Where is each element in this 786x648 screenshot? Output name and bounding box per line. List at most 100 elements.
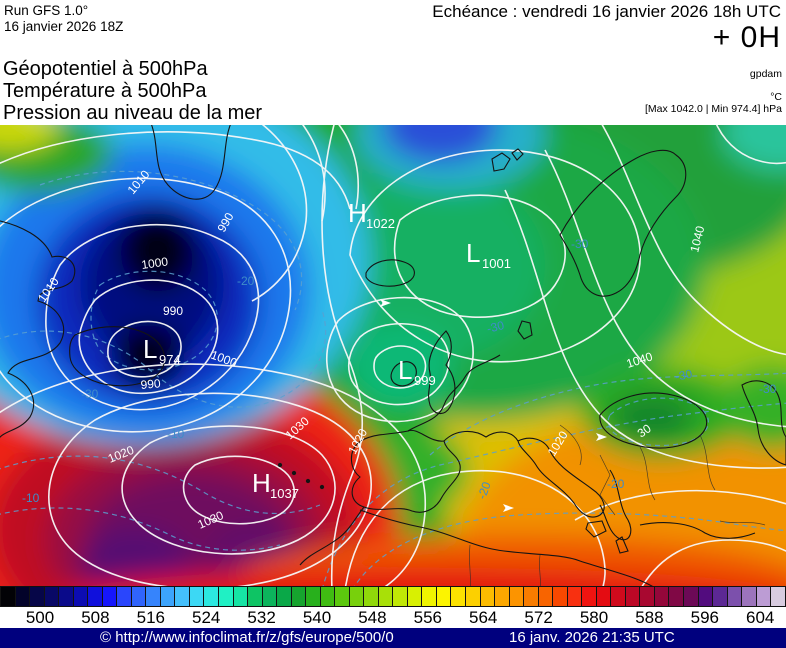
temp-label: -30: [81, 387, 99, 401]
isobar-label: 1000: [140, 254, 169, 272]
colorbar-cell: [654, 587, 670, 606]
colorbar-cell: [495, 587, 510, 606]
unit-temperature: °C: [770, 91, 782, 103]
colorbar-cell: [306, 587, 321, 606]
colorbar-cell: [349, 587, 365, 606]
temp-label: -20: [475, 480, 494, 501]
lead-time: + 0H: [712, 21, 781, 54]
colorbar-labels: 500 508 516 524 532 540 548 556 564 572 580 588 596 6…: [0, 607, 786, 628]
colorbar-cell: [378, 587, 394, 606]
unit-geopotential: gpdam: [749, 68, 782, 80]
temp-label: -30: [571, 237, 589, 251]
param-temperature: Température à 500hPa: [3, 80, 207, 102]
colorbar-cell: [204, 587, 219, 606]
colorbar-cell: [567, 587, 583, 606]
colorbar-cell: [131, 587, 147, 606]
colorbar-value: 596: [690, 608, 719, 627]
pressure-centers: H 1022 L 1001 L 999 H 1037 L 974: [143, 198, 511, 501]
colorbar-cell: [146, 587, 161, 606]
colorbar-cell: [640, 587, 655, 606]
colorbar-cell: [248, 587, 263, 606]
high-center-value: 1022: [366, 216, 395, 231]
colorbar-cell: [742, 587, 757, 606]
colorbar-cell: [538, 587, 554, 606]
colorbar-cell: [59, 587, 74, 606]
colorbar-value: 516: [136, 608, 165, 627]
colorbar-value: 572: [524, 608, 553, 627]
run-model: Run GFS 1.0°: [4, 3, 89, 18]
low-center-value: 1001: [482, 256, 511, 271]
low-center-value: 974: [159, 352, 181, 367]
colorbar-cell: [713, 587, 728, 606]
colorbar-cell: [320, 587, 336, 606]
low-center-value: 999: [414, 373, 436, 388]
colorbar-cell: [364, 587, 379, 606]
low-center-letter: L: [143, 334, 157, 364]
colorbar-cell: [0, 587, 16, 606]
map-area: 1010 990 1000 1010 990 990 1000 1030 102…: [0, 125, 786, 586]
colorbar-cell: [233, 587, 249, 606]
colorbar-value: 540: [302, 608, 332, 627]
colorbar-value: 548: [358, 608, 387, 627]
isobar-contours: [0, 125, 786, 586]
weather-map-svg: 1010 990 1000 1010 990 990 1000 1030 102…: [0, 125, 786, 586]
colorbar-value: 580: [579, 608, 609, 627]
isobar-label: 990: [163, 304, 183, 318]
colorbar-cell: [698, 587, 714, 606]
coastlines: [0, 125, 786, 586]
run-date: 16 janvier 2026 18Z: [4, 19, 124, 34]
colorbar-cell: [44, 587, 60, 606]
colorbar-cell: [291, 587, 307, 606]
colorbar-cell: [524, 587, 539, 606]
colorbar-cell: [582, 587, 597, 606]
colorbar-value: 604: [746, 608, 775, 627]
colorbar-cell: [160, 587, 176, 606]
colorbar-cell: [277, 587, 292, 606]
param-geopotential: Géopotentiel à 500hPa: [3, 58, 208, 80]
temp-label: -10: [167, 427, 185, 441]
colorbar-cell: [683, 587, 699, 606]
temp-label: -30: [759, 382, 777, 396]
colorbar-cell: [117, 587, 132, 606]
colorbar-cell: [262, 587, 278, 606]
colorbar-cell: [451, 587, 466, 606]
colorbar-cells: [0, 586, 786, 607]
colorbar-cell: [771, 587, 786, 606]
colorbar-cell: [407, 587, 423, 606]
colorbar-cell: [393, 587, 408, 606]
footer-bar: © http://www.infoclimat.fr/z/gfs/europe/…: [0, 628, 786, 648]
temp-label: -20: [237, 274, 255, 288]
colorbar-cell: [88, 587, 103, 606]
colorbar-cell: [189, 587, 205, 606]
copyright-url: © http://www.infoclimat.fr/z/gfs/europe/…: [100, 629, 394, 646]
colorbar-cell: [480, 587, 496, 606]
high-center-letter: H: [252, 468, 271, 498]
colorbar-value: 588: [635, 608, 664, 627]
country-borders: [469, 424, 766, 586]
colorbar-cell: [422, 587, 437, 606]
colorbar-value: 524: [192, 608, 221, 627]
colorbar-value: 564: [469, 608, 498, 627]
temp-label: -10: [22, 491, 40, 505]
colorbar-cell: [727, 587, 743, 606]
colorbar-cell: [596, 587, 612, 606]
colorbar-value: 500: [25, 608, 55, 627]
colorbar-cell: [15, 587, 31, 606]
colorbar-cell: [175, 587, 190, 606]
colorbar-value: 508: [81, 608, 110, 627]
colorbar-cell: [756, 587, 772, 606]
colorbar-value: 556: [413, 608, 442, 627]
colorbar-cell: [102, 587, 118, 606]
header: Run GFS 1.0° 16 janvier 2026 18Z Echéanc…: [0, 0, 786, 125]
colorbar-cell: [436, 587, 452, 606]
pressure-range: [Max 1042.0 | Min 974.4] hPa: [645, 103, 782, 115]
temperature-labels: -20 -30 -30 -30 -30 -30 -20 -20 -10 -10: [22, 237, 777, 505]
low-center-letter: L: [398, 355, 412, 385]
isobar-label: 1040: [687, 224, 707, 254]
parameter-list: Géopotentiel à 500hPa Température à 500h…: [3, 58, 262, 124]
arrow-markers: [380, 299, 607, 512]
colorbar-cell: [509, 587, 525, 606]
colorbar-cell: [218, 587, 234, 606]
colorbar-cell: [669, 587, 684, 606]
